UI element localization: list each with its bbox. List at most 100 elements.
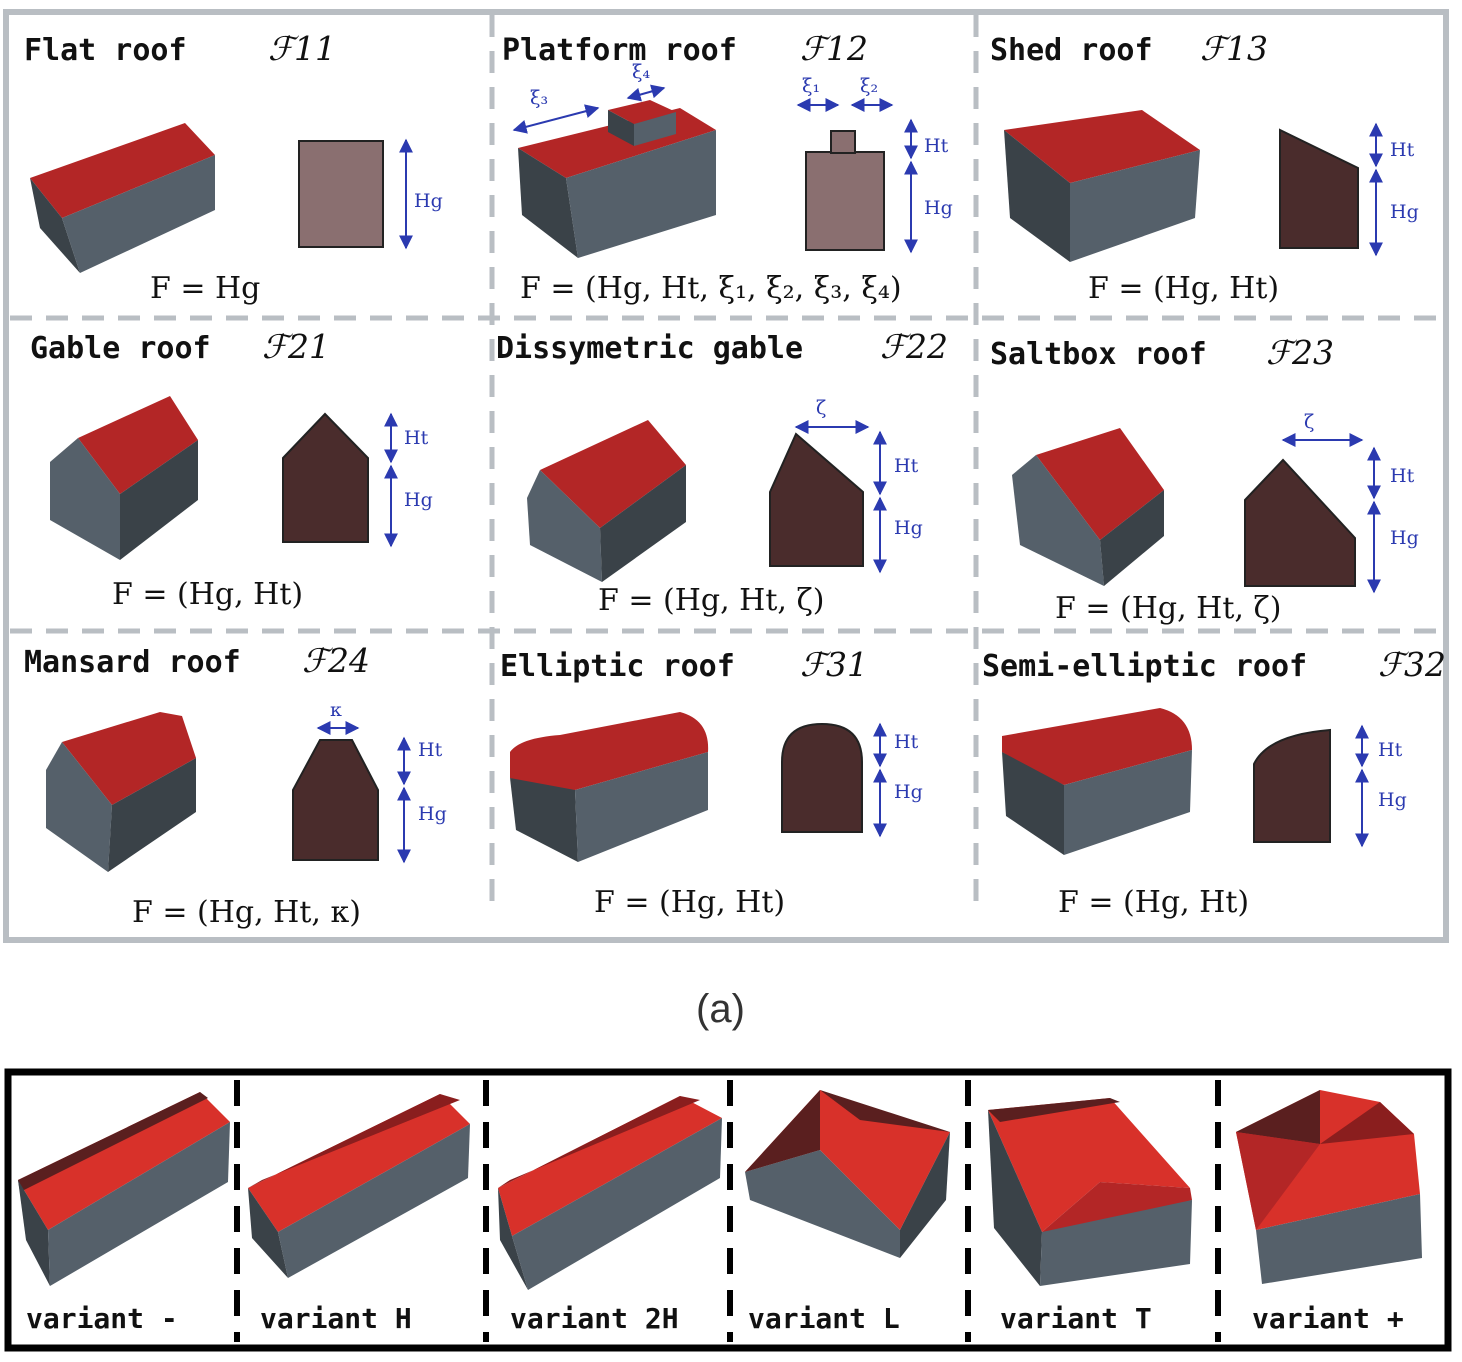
cell-code: ℱ31 <box>800 645 868 684</box>
building-3d-model <box>30 123 215 273</box>
dimension-lines <box>512 84 918 254</box>
cross-section-profile <box>1279 128 1359 249</box>
cross-section-profile <box>805 130 885 251</box>
variant-label: variant - <box>26 1302 178 1335</box>
cell-code: ℱ22 <box>880 327 948 366</box>
building-3d-model <box>1002 708 1192 855</box>
cell-code: ℱ12 <box>800 29 868 68</box>
dim-label: ξ₂ <box>860 75 878 97</box>
variant-label: variant + <box>1252 1302 1404 1335</box>
cell-title: Shed roof <box>990 33 1153 68</box>
variant-label: variant T <box>1000 1302 1152 1335</box>
variant-label: variant 2H <box>510 1302 679 1335</box>
cell-mansard-roof: Mansard roof ℱ24 κ Ht Hg F = (Hg, Ht, κ) <box>24 641 447 930</box>
cell-formula: F = (Hg, Ht, κ) <box>132 895 361 930</box>
variant-label: variant L <box>748 1302 900 1335</box>
cell-title: Saltbox roof <box>990 337 1207 372</box>
dim-label: Hg <box>924 197 953 219</box>
roof-family-panel: Flat roof ℱ11 Hg F = Hg Platform roof ℱ1… <box>3 9 1449 1031</box>
dim-label: Hg <box>1390 201 1419 223</box>
cell-formula: F = (Hg, Ht) <box>112 577 303 612</box>
cell-code: ℱ23 <box>1266 333 1334 372</box>
variant-t-model <box>988 1098 1192 1286</box>
building-3d-model <box>527 420 686 582</box>
cell-formula: F = (Hg, Ht) <box>1058 885 1249 920</box>
dimension-lines <box>316 721 411 864</box>
cell-title: Semi-elliptic roof <box>982 649 1307 684</box>
dim-label: Ht <box>1390 139 1415 161</box>
variant-dividers <box>234 1080 1221 1342</box>
cell-code: ℱ13 <box>1200 29 1268 68</box>
panel-b-frame <box>4 1068 1452 1352</box>
dim-label: Ht <box>894 731 919 753</box>
building-3d-model <box>46 712 196 872</box>
dim-label: Hg <box>418 803 447 825</box>
cross-section-profile <box>282 412 369 543</box>
dim-label: ζ <box>1304 411 1314 433</box>
dim-label: Hg <box>404 489 433 511</box>
building-3d-model <box>518 100 716 258</box>
dimension-lines <box>1281 433 1381 594</box>
cross-section-profile <box>1253 728 1331 843</box>
dimension-hg: Hg <box>399 138 443 250</box>
dim-label: κ <box>330 699 342 721</box>
variant-l-model <box>745 1090 950 1258</box>
cell-gable-roof: Gable roof ℱ21 Ht Hg F = (Hg, Ht) <box>30 327 433 612</box>
building-3d-model <box>50 396 198 560</box>
cell-formula: F = (Hg, Ht) <box>594 885 785 920</box>
cell-title: Mansard roof <box>24 645 241 680</box>
cell-dissymetric-gable: Dissymetric gable ℱ22 ζ Ht Hg F = (Hg, H… <box>496 327 948 618</box>
cell-code: ℱ21 <box>262 327 330 366</box>
dim-label: ξ₃ <box>530 87 548 109</box>
dim-label: Hg <box>894 781 923 803</box>
panel-a-frame <box>3 9 1449 943</box>
dim-label: Ht <box>418 739 443 761</box>
cell-formula: F = (Hg, Ht, ξ₁, ξ₂, ξ₃, ξ₄) <box>520 271 902 306</box>
dim-label: Hg <box>1378 789 1407 811</box>
dim-label: Ht <box>1378 739 1403 761</box>
variant-plus-model <box>1236 1090 1422 1284</box>
cell-title: Platform roof <box>502 33 737 68</box>
building-3d-model <box>510 712 709 862</box>
variant-minus-model <box>18 1092 230 1286</box>
cell-formula: F = (Hg, Ht, ζ) <box>1055 591 1281 626</box>
dim-label: ξ₁ <box>802 75 820 97</box>
cross-section-profile <box>781 722 863 833</box>
cell-formula: F = Hg <box>150 271 260 306</box>
dim-label: Ht <box>924 135 949 157</box>
roof-variant-panel: variant - variant H variant 2H variant L… <box>4 1068 1452 1352</box>
dim-label: ξ₄ <box>632 61 650 83</box>
cell-title: Elliptic roof <box>500 649 735 684</box>
cross-section-profile <box>298 140 384 248</box>
cross-section-profile <box>769 432 864 567</box>
dim-label: Hg <box>414 190 443 212</box>
cross-section-profile <box>1244 458 1356 587</box>
variant-label: variant H <box>260 1302 412 1335</box>
dim-label: ζ <box>816 397 826 419</box>
dim-label: Ht <box>404 427 429 449</box>
cell-code: ℱ24 <box>302 641 370 680</box>
cell-elliptic-roof: Elliptic roof ℱ31 Ht Hg F = (Hg, Ht) <box>500 645 923 920</box>
dim-label: Hg <box>1390 527 1419 549</box>
dim-label: Ht <box>894 455 919 477</box>
building-3d-model <box>1004 110 1200 262</box>
variant-2h-model <box>498 1096 722 1290</box>
variant-h-model <box>248 1094 470 1278</box>
cell-saltbox-roof: Saltbox roof ℱ23 ζ Ht Hg F = (Hg, Ht, ζ) <box>990 333 1419 626</box>
cell-flat-roof: Flat roof ℱ11 Hg F = Hg <box>24 29 443 306</box>
cell-platform-roof: Platform roof ℱ12 ξ₃ ξ₄ ξ₁ ξ₂ Ht Hg F = <box>502 29 953 306</box>
cell-formula: F = (Hg, Ht, ζ) <box>598 583 824 618</box>
cell-title: Gable roof <box>30 331 211 366</box>
grid-dividers <box>10 15 1442 910</box>
cross-section-profile <box>292 739 379 861</box>
cell-title: Flat roof <box>24 33 187 68</box>
panel-a-label: (a) <box>696 987 745 1031</box>
cell-code: ℱ11 <box>268 29 336 68</box>
dimension-lines <box>794 420 887 574</box>
cell-shed-roof: Shed roof ℱ13 Ht Hg F = (Hg, Ht) <box>990 29 1419 306</box>
cell-title: Dissymetric gable <box>496 331 803 366</box>
building-3d-model <box>1012 428 1164 586</box>
cell-semi-elliptic-roof: Semi-elliptic roof ℱ32 Ht Hg F = (Hg, Ht… <box>982 645 1446 920</box>
dim-label: Ht <box>1390 465 1415 487</box>
dim-label: Hg <box>894 517 923 539</box>
